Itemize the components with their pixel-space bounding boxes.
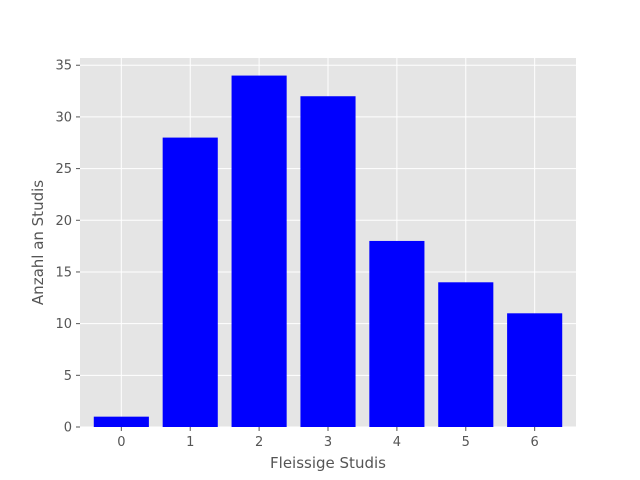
y-tick-label: 5 xyxy=(64,369,72,384)
x-tick-label: 4 xyxy=(393,435,401,450)
y-axis-label: Anzahl an Studis xyxy=(29,180,47,305)
x-tick-label: 1 xyxy=(186,435,194,450)
y-tick-label: 35 xyxy=(55,59,72,74)
y-tick-label: 25 xyxy=(55,162,72,177)
x-tick-label: 2 xyxy=(255,435,263,450)
y-tick-label: 0 xyxy=(64,421,72,436)
bar xyxy=(231,75,287,428)
x-tick-label: 3 xyxy=(324,435,332,450)
bars xyxy=(93,75,563,428)
y-tick-label: 15 xyxy=(55,265,72,280)
x-tick-label: 0 xyxy=(117,435,125,450)
y-tick-label: 30 xyxy=(55,110,72,125)
x-axis-label: Fleissige Studis xyxy=(270,454,386,472)
y-tick-label: 10 xyxy=(55,317,72,332)
bar xyxy=(300,96,356,427)
y-tick-label: 20 xyxy=(55,214,72,229)
ticks: 0 1 2 3 4 5 6 0 5 10 15 20 25 30 35 xyxy=(55,59,538,450)
bar xyxy=(93,416,149,427)
x-tick-label: 6 xyxy=(531,435,539,450)
bar xyxy=(162,137,218,427)
bar xyxy=(438,282,494,427)
bar xyxy=(369,240,425,427)
bar xyxy=(507,313,563,427)
x-tick-label: 5 xyxy=(462,435,470,450)
